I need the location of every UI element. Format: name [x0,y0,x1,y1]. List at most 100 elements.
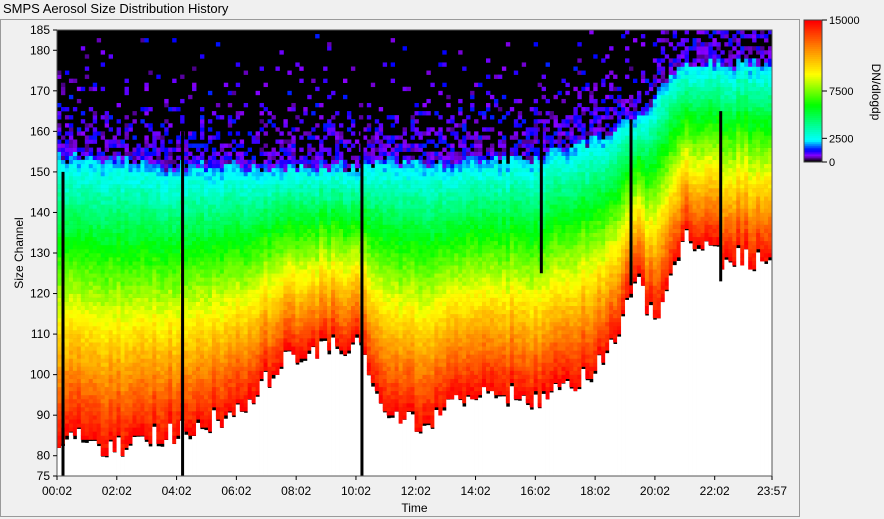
heatmap-cell [243,297,249,302]
heatmap-cell [80,342,86,347]
heatmap-cell [96,415,102,420]
heatmap-cell [57,70,62,75]
heatmap-cell [231,394,237,400]
heatmap-cell [108,196,114,201]
heatmap-cell [104,431,110,436]
heatmap-cell [100,228,106,234]
heatmap-cell [192,427,197,432]
heatmap-cell [92,374,98,379]
heatmap-cell [311,192,316,197]
heatmap-cell [200,127,205,132]
heatmap-cell [243,265,249,270]
heatmap-cell [235,321,241,327]
heatmap-cell [343,236,348,242]
heatmap-cell [275,354,280,359]
heatmap-cell [287,192,292,197]
heatmap-cell [152,281,157,286]
heatmap-cell [64,143,70,148]
heatmap-cell [176,200,181,205]
heatmap-cell [92,224,98,229]
heatmap-cell [239,366,245,371]
heatmap-cell [112,362,117,367]
heatmap-cell [207,394,213,400]
heatmap-cell [271,330,276,335]
heatmap-cell [176,317,181,323]
heatmap-cell [243,378,249,384]
heatmap-cell [247,184,253,189]
heatmap-cell [144,281,149,286]
heatmap-cell [207,261,213,266]
heatmap-cell [259,240,264,246]
heatmap-cell [235,370,241,375]
heatmap-cell [315,330,320,335]
heatmap-cell [168,390,173,396]
heatmap-cell [319,192,324,197]
heatmap-cell [267,200,272,205]
heatmap-cell [196,216,201,221]
heatmap-cell [323,269,328,274]
heatmap-cell [104,244,110,250]
heatmap-cell [335,175,340,181]
heatmap-cell [120,175,125,181]
heatmap-cell [104,346,110,351]
heatmap-cell [287,163,292,169]
heatmap-cell [219,390,225,396]
heatmap-cell [112,452,117,476]
heatmap-cell [136,305,141,311]
heatmap-cell [339,220,344,225]
heatmap-cell [76,415,82,420]
heatmap-cell [112,419,117,424]
heatmap-cell [172,350,177,355]
heatmap-cell [148,439,153,444]
heatmap-cell [291,139,296,144]
heatmap-cell [200,350,205,355]
heatmap-cell [96,435,102,440]
heatmap-cell [311,224,316,229]
heatmap-cell [104,293,110,298]
heatmap-cell [275,192,280,197]
heatmap-cell [84,171,90,177]
heatmap-cell [283,204,288,209]
heatmap-cell [215,244,221,250]
heatmap-cell [239,398,245,404]
heatmap-cell [287,305,292,311]
heatmap-cell [327,123,332,128]
heatmap-cell [279,139,284,144]
heatmap-cell [203,321,209,327]
heatmap-cell [120,192,125,197]
heatmap-cell [307,301,312,306]
heatmap-cell [267,309,272,315]
heatmap-cell [116,334,121,339]
heatmap-cell [231,325,237,331]
heatmap-cell [148,269,153,274]
heatmap-cell [176,180,181,185]
heatmap-cell [251,342,257,347]
heatmap-cell [259,289,264,294]
heatmap-cell [215,346,221,351]
heatmap-cell [124,257,129,262]
heatmap-cell [196,265,201,270]
heatmap-cell [223,184,229,189]
heatmap-cell [92,346,98,351]
heatmap-cell [120,321,125,327]
heatmap-cell [192,419,197,424]
heatmap-cell [136,184,141,189]
heatmap-cell [299,277,304,282]
heatmap-cell [160,184,165,189]
heatmap-cell [96,180,102,185]
heatmap-cell [84,240,90,246]
heatmap-cell [287,143,292,148]
heatmap-cell [343,253,348,258]
heatmap-cell [239,212,245,217]
heatmap-cell [247,309,253,315]
heatmap-cell [160,411,165,416]
heatmap-cell [112,240,117,246]
heatmap-cell [196,358,201,363]
heatmap-cell [283,285,288,290]
heatmap-cell [148,297,153,302]
heatmap-cell [315,151,320,156]
heatmap-cell [200,236,205,242]
heatmap-cell [140,175,145,181]
heatmap-cell [295,285,300,290]
heatmap-cell [239,228,245,234]
